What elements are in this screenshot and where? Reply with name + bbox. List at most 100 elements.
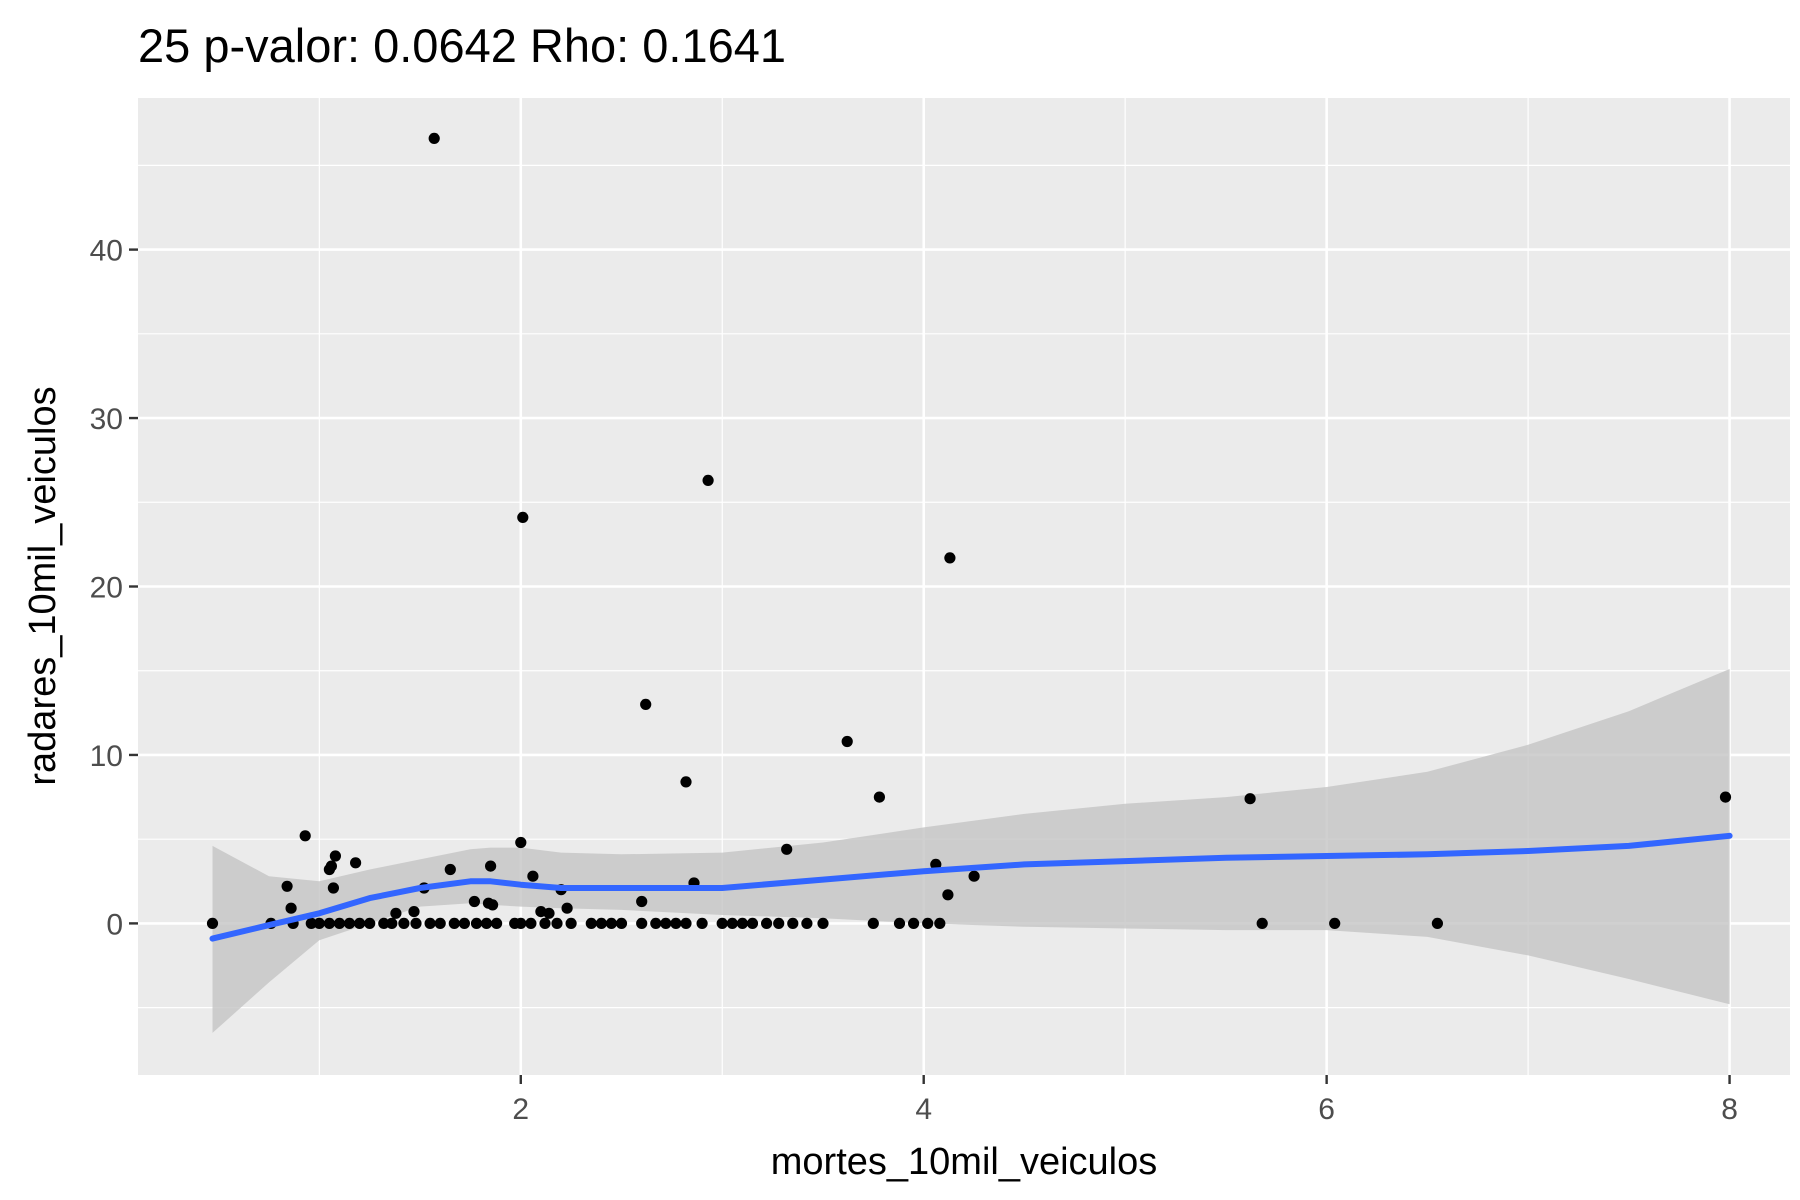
x-tick-label: 4 — [915, 1093, 932, 1126]
data-point — [934, 917, 946, 930]
data-point — [343, 917, 356, 930]
data-point — [1431, 917, 1443, 930]
data-point — [773, 917, 785, 930]
data-point — [551, 917, 563, 930]
data-point — [702, 474, 714, 486]
data-point — [424, 917, 436, 930]
data-point — [354, 917, 366, 930]
data-point — [444, 863, 456, 876]
y-tick-label: 40 — [90, 235, 123, 268]
data-point — [458, 917, 470, 930]
data-point — [1244, 793, 1256, 805]
data-point — [968, 870, 980, 882]
data-point — [696, 917, 708, 930]
data-point — [434, 917, 446, 930]
data-point — [726, 917, 738, 930]
data-point — [480, 917, 493, 930]
data-point — [736, 917, 749, 930]
data-point — [944, 552, 956, 564]
data-point — [680, 917, 692, 930]
data-point — [350, 857, 362, 869]
data-point — [305, 917, 317, 930]
data-point — [378, 917, 390, 930]
data-point — [922, 917, 934, 930]
y-tick-label: 20 — [90, 572, 123, 605]
data-point — [325, 860, 337, 872]
data-point — [1256, 917, 1268, 930]
y-axis: 0 10 20 30 40 — [90, 235, 138, 941]
data-point — [660, 917, 672, 930]
data-point — [515, 917, 527, 930]
data-point — [410, 917, 422, 930]
data-point — [585, 917, 597, 930]
chart-title: 25 p-valor: 0.0642 Rho: 0.1641 — [138, 19, 786, 72]
data-point — [299, 830, 311, 842]
data-point — [323, 917, 335, 930]
data-point — [781, 843, 793, 855]
data-point — [543, 907, 555, 919]
data-point — [595, 917, 608, 930]
data-point — [364, 917, 376, 930]
data-point — [206, 917, 219, 930]
data-point — [561, 902, 573, 914]
data-point — [636, 895, 648, 908]
data-point — [615, 917, 628, 930]
data-point — [680, 776, 692, 788]
data-point — [485, 860, 497, 872]
data-point — [491, 917, 503, 930]
data-point — [867, 917, 879, 930]
data-point — [893, 917, 906, 930]
data-point — [386, 917, 398, 930]
y-tick-label: 0 — [106, 908, 123, 941]
data-point — [390, 907, 402, 919]
y-axis-title: radares_10mil_veiculos — [22, 386, 64, 785]
x-axis-title: mortes_10mil_veiculos — [771, 1141, 1158, 1183]
confidence-ribbon — [212, 669, 1730, 1033]
data-point — [565, 917, 577, 930]
data-point — [428, 132, 440, 144]
data-point — [1719, 791, 1732, 803]
data-point — [448, 917, 460, 930]
data-point — [327, 882, 339, 894]
data-point — [285, 902, 297, 914]
data-point — [650, 917, 662, 930]
data-point — [468, 895, 480, 908]
data-point — [313, 917, 325, 930]
data-point — [817, 917, 829, 930]
data-point — [605, 917, 618, 930]
data-point — [515, 836, 527, 849]
data-point — [787, 917, 799, 930]
data-point — [761, 917, 773, 930]
data-point — [640, 698, 652, 711]
data-points — [206, 132, 1732, 930]
data-point — [517, 511, 529, 523]
y-tick-label: 30 — [90, 403, 123, 436]
data-point — [527, 870, 539, 882]
data-point — [333, 917, 346, 930]
data-point — [636, 917, 648, 930]
data-point — [487, 899, 499, 911]
data-point — [525, 917, 537, 930]
data-point — [942, 889, 954, 901]
data-point — [470, 917, 483, 930]
data-point — [670, 917, 682, 930]
x-tick-label: 8 — [1721, 1093, 1738, 1126]
data-point — [329, 850, 341, 862]
data-point — [398, 917, 410, 930]
data-point — [716, 917, 728, 930]
smooth-line — [209, 832, 1733, 942]
data-point — [281, 880, 293, 892]
data-point — [539, 917, 551, 930]
x-tick-label: 6 — [1318, 1093, 1335, 1126]
data-point — [908, 917, 920, 930]
data-point — [1329, 917, 1341, 930]
data-point — [801, 917, 813, 930]
data-point — [873, 791, 886, 803]
data-point — [841, 735, 853, 748]
x-tick-label: 2 — [512, 1093, 529, 1126]
data-point — [746, 917, 759, 930]
x-axis: 2 4 6 8 — [512, 1075, 1738, 1126]
data-point — [408, 906, 420, 918]
y-tick-label: 10 — [90, 740, 123, 773]
